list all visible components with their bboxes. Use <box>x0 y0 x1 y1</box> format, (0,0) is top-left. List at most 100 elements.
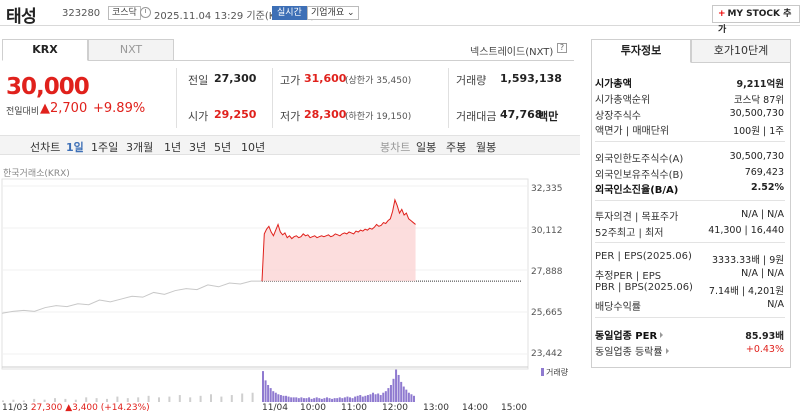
volume-bar <box>106 398 108 402</box>
tab-investment-info[interactable]: 투자정보 <box>591 39 691 63</box>
candle-weekly[interactable]: 주봉 <box>446 141 467 154</box>
period-10y[interactable]: 10년 <box>241 141 266 154</box>
divider <box>595 200 785 201</box>
help-icon[interactable]: ? <box>557 43 567 53</box>
volume-bar <box>354 396 357 402</box>
volume-bar <box>262 371 264 402</box>
volume-bar <box>251 392 254 402</box>
tab-nxt[interactable]: NXT <box>88 39 174 61</box>
volume-bar <box>389 385 392 402</box>
company-overview-button[interactable]: 기업개요 ⌄ <box>307 6 359 20</box>
low-label: 저가 <box>280 110 301 123</box>
volume-bar <box>402 386 405 402</box>
volume-bar <box>333 398 336 402</box>
volume-bar <box>210 394 212 402</box>
volume-bar <box>387 388 390 402</box>
volume-bar <box>272 391 275 402</box>
add-my-stock-button[interactable]: + MY STOCK 추가 <box>712 5 800 35</box>
divider <box>595 242 785 243</box>
volume-bar <box>2 400 4 402</box>
volume-bar <box>12 399 15 402</box>
candle-daily[interactable]: 일봉 <box>416 141 437 154</box>
volume-bar <box>308 397 311 402</box>
volume-value: 1,593,138 <box>500 72 562 85</box>
volume-legend-label: 거래량 <box>546 368 569 377</box>
sector-rate-label[interactable]: 동일업종 등락률 <box>595 343 669 358</box>
volume-bar <box>290 397 293 402</box>
volume-bar <box>274 392 277 402</box>
volume-bar <box>287 396 290 402</box>
volume-bar <box>331 398 334 402</box>
prev-day-summary: 11/03 27,300 ▲3,400 (+14.23%) <box>2 403 150 413</box>
volume-bar <box>392 378 395 402</box>
est-per-value: N/A | N/A <box>741 268 784 279</box>
candle-monthly[interactable]: 월봉 <box>476 141 497 154</box>
volume-bar <box>364 395 367 402</box>
sector-rate-text: 동일업종 등락률 <box>595 347 663 358</box>
divider <box>448 68 449 128</box>
volume-bar <box>369 394 372 402</box>
clock-icon <box>140 7 151 18</box>
x-tick: 11/04 <box>262 403 288 413</box>
volume-bar <box>315 397 318 402</box>
add-my-stock-label: MY STOCK 추가 <box>718 9 792 35</box>
intraday-price-chart[interactable] <box>0 178 530 404</box>
volume-bar <box>328 398 331 402</box>
sector-per-text: 동일업종 PER <box>595 331 658 342</box>
nextrade-label: 넥스트레이드(NXT) <box>470 47 554 58</box>
divider <box>595 317 785 318</box>
upper-limit: (상한가 35,450) <box>345 76 412 86</box>
volume-bar <box>366 395 369 402</box>
change-amount: ▲2,700 <box>40 101 88 116</box>
y-tick: 23,442 <box>531 349 563 359</box>
plus-icon: + <box>718 9 726 19</box>
period-3y[interactable]: 3년 <box>189 141 207 154</box>
low-value: 28,300 <box>304 108 347 121</box>
volume-bar <box>361 396 364 402</box>
high-label: 고가 <box>280 74 301 87</box>
volume-bar <box>279 395 282 402</box>
realtime-button[interactable]: 실시간 <box>272 6 307 20</box>
tab-order-book[interactable]: 호가10단계 <box>691 39 791 63</box>
divider <box>272 68 273 128</box>
sector-rate-value: +0.43% <box>745 344 784 355</box>
volume-bar <box>126 398 129 402</box>
today-area <box>262 199 416 282</box>
high-value: 31,600 <box>304 72 347 85</box>
foreign-limit-value: 30,500,730 <box>729 151 784 162</box>
today-price-line <box>261 198 416 282</box>
volume-bar <box>178 395 181 402</box>
volume-bar <box>346 396 349 402</box>
volume-bar <box>382 392 385 402</box>
volume-bar <box>336 398 339 402</box>
trade-value-unit: 백만 <box>538 110 559 123</box>
volume-bar <box>351 398 354 402</box>
volume-bar <box>343 397 346 402</box>
y-tick: 27,888 <box>531 267 563 277</box>
volume-bar <box>349 397 352 402</box>
period-3m[interactable]: 3개월 <box>126 141 154 154</box>
volume-bar <box>147 395 150 402</box>
sector-per-label[interactable]: 동일업종 PER <box>595 327 664 342</box>
x-tick: 15:00 <box>501 403 527 413</box>
shares-label: 상장주식수 <box>595 111 641 122</box>
tab-krx[interactable]: KRX <box>2 39 88 61</box>
per-label: PER | EPS(2025.06) <box>595 251 692 262</box>
volume-bar <box>395 369 398 402</box>
dividend-label: 배당수익률 <box>595 302 641 313</box>
rank-label: 시가총액순위 <box>595 95 651 106</box>
est-per-label: 추정PER | EPS <box>595 271 662 282</box>
prev-date: 11/03 <box>2 403 28 413</box>
period-1w[interactable]: 1주일 <box>91 141 119 154</box>
period-5y[interactable]: 5년 <box>214 141 232 154</box>
volume-bar <box>356 395 359 402</box>
volume-bar <box>410 394 413 402</box>
volume-bar <box>313 398 316 402</box>
period-1y[interactable]: 1년 <box>164 141 182 154</box>
volume-bar <box>412 395 415 402</box>
volume-bar <box>325 397 328 402</box>
period-1d[interactable]: 1일 <box>66 141 84 154</box>
volume-bar <box>116 396 119 402</box>
trade-value: 47,768 <box>500 108 543 121</box>
volume-bar <box>305 398 308 402</box>
